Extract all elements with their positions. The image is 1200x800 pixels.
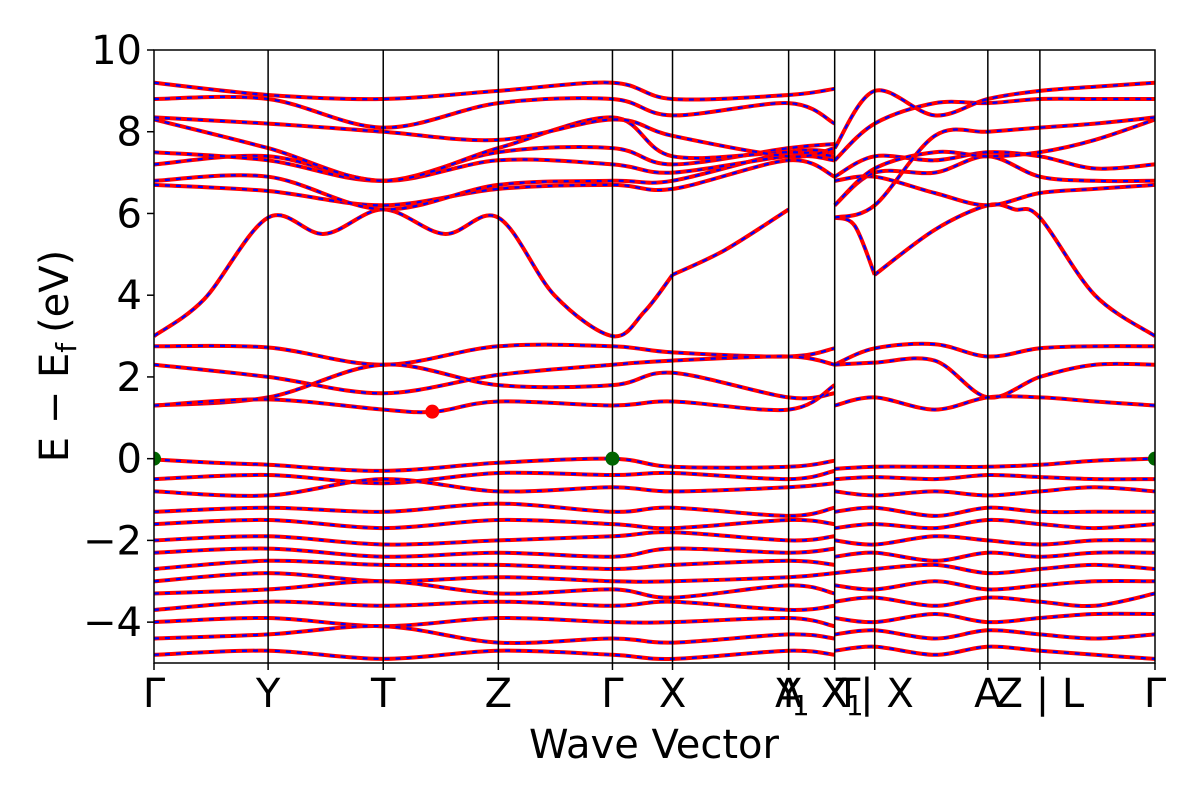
band-line-16: [154, 530, 835, 547]
band-line-dashed-0: [154, 208, 674, 338]
band-line-dashed-2: [874, 203, 1155, 338]
band-line-13: [154, 477, 835, 498]
band-line-dashed-21: [154, 600, 835, 612]
band-line-9: [834, 356, 1155, 400]
band-line-dashed-1: [672, 208, 790, 276]
extremum-marker-1: [605, 451, 620, 466]
band-line-0: [154, 207, 675, 339]
y-tick-label-7: 10: [91, 28, 142, 74]
y-tick-label-5: 6: [117, 191, 142, 237]
band-line-1: [671, 207, 790, 277]
band-line-17: [154, 546, 835, 559]
y-axis-title: E − Ef (eV): [32, 250, 83, 463]
y-tick-label-2: 0: [117, 437, 142, 483]
extremum-marker-0: [154, 451, 161, 466]
y-axis-title-sub: f: [50, 342, 83, 353]
x-tick-label-10: T| X: [835, 671, 914, 717]
band-line-dashed-23: [154, 624, 835, 645]
band-line-dashed-40: [154, 154, 835, 182]
band-line-dashed-51: [833, 97, 1155, 162]
y-tick-label-3: 2: [117, 355, 142, 401]
x-tick-label-2: T: [370, 671, 396, 717]
x-axis-ticks: Γ Y T Z Γ X AY XXT| X AZ | L Γ1 1: [143, 663, 1167, 722]
x-tick-label-13: Γ: [1144, 671, 1167, 717]
band-line-dashed-5: [154, 355, 835, 395]
x-tick-label-9: X: [821, 671, 848, 717]
band-line-dashed-41: [154, 142, 835, 182]
band-line-dashed-44: [154, 95, 836, 129]
band-line-34: [834, 591, 1155, 609]
x-tick-label-5: X: [659, 671, 686, 717]
band-line-dashed-17: [154, 547, 835, 558]
band-line-dashed-49: [833, 118, 1155, 207]
band-line-dashed-45: [154, 81, 835, 101]
x-tick-label-6: A: [775, 671, 803, 717]
y-tick-label-6: 8: [117, 110, 142, 156]
band-line-dashed-3: [834, 216, 876, 276]
x-tick-label-11: A: [974, 671, 1002, 717]
band-line-dashed-13: [154, 477, 835, 497]
band-line-dashed-14: [154, 502, 835, 518]
band-line-dashed-43: [154, 116, 835, 158]
x-tick-subscript-1: 1: [846, 689, 864, 722]
y-axis-title-main: E − E: [32, 353, 78, 463]
x-tick-label-3: Z: [485, 671, 512, 717]
x-axis-title: Wave Vector: [529, 722, 780, 768]
band-line-dashed-19: [154, 571, 835, 583]
extremum-marker-2: [1148, 451, 1155, 466]
plot-frame: [153, 49, 1156, 664]
high-symmetry-lines: [267, 50, 1041, 663]
band-line-dashed-38: [154, 159, 836, 207]
band-line-dashed-18: [154, 559, 835, 571]
band-line-14: [154, 501, 836, 518]
band-line-dashed-24: [154, 649, 835, 661]
x-tick-label-0: Γ: [143, 671, 166, 717]
band-line-dashed-15: [154, 518, 835, 530]
x-tick-label-4: Γ: [601, 671, 624, 717]
band-lines: [154, 80, 1155, 661]
y-tick-label-4: 4: [117, 273, 142, 319]
band-line-dashed-20: [154, 580, 835, 599]
band-line-dashed-42: [154, 116, 835, 182]
extrema-markers: [154, 404, 1155, 466]
x-tick-subscript-0: 1: [792, 689, 810, 722]
x-tick-label-8: X: [821, 671, 848, 717]
band-line-dashed-16: [154, 531, 835, 546]
x-tick-label-12: Z | L: [996, 671, 1085, 717]
band-line-dashed-12: [154, 469, 835, 485]
x-tick-label-7: Y: [775, 671, 801, 717]
y-axis-title-unit: (eV): [32, 250, 78, 333]
band-line-2: [873, 202, 1155, 338]
x-tick-label-1: Y: [255, 671, 281, 717]
y-tick-label-0: −4: [83, 600, 142, 646]
extremum-marker-3: [425, 404, 440, 419]
band-line-dashed-22: [154, 616, 835, 628]
band-line-dashed-6: [154, 363, 835, 407]
y-tick-label-1: −2: [83, 518, 142, 564]
y-axis-ticks: −4 −2 0 2 4 6 8 10: [83, 28, 154, 646]
